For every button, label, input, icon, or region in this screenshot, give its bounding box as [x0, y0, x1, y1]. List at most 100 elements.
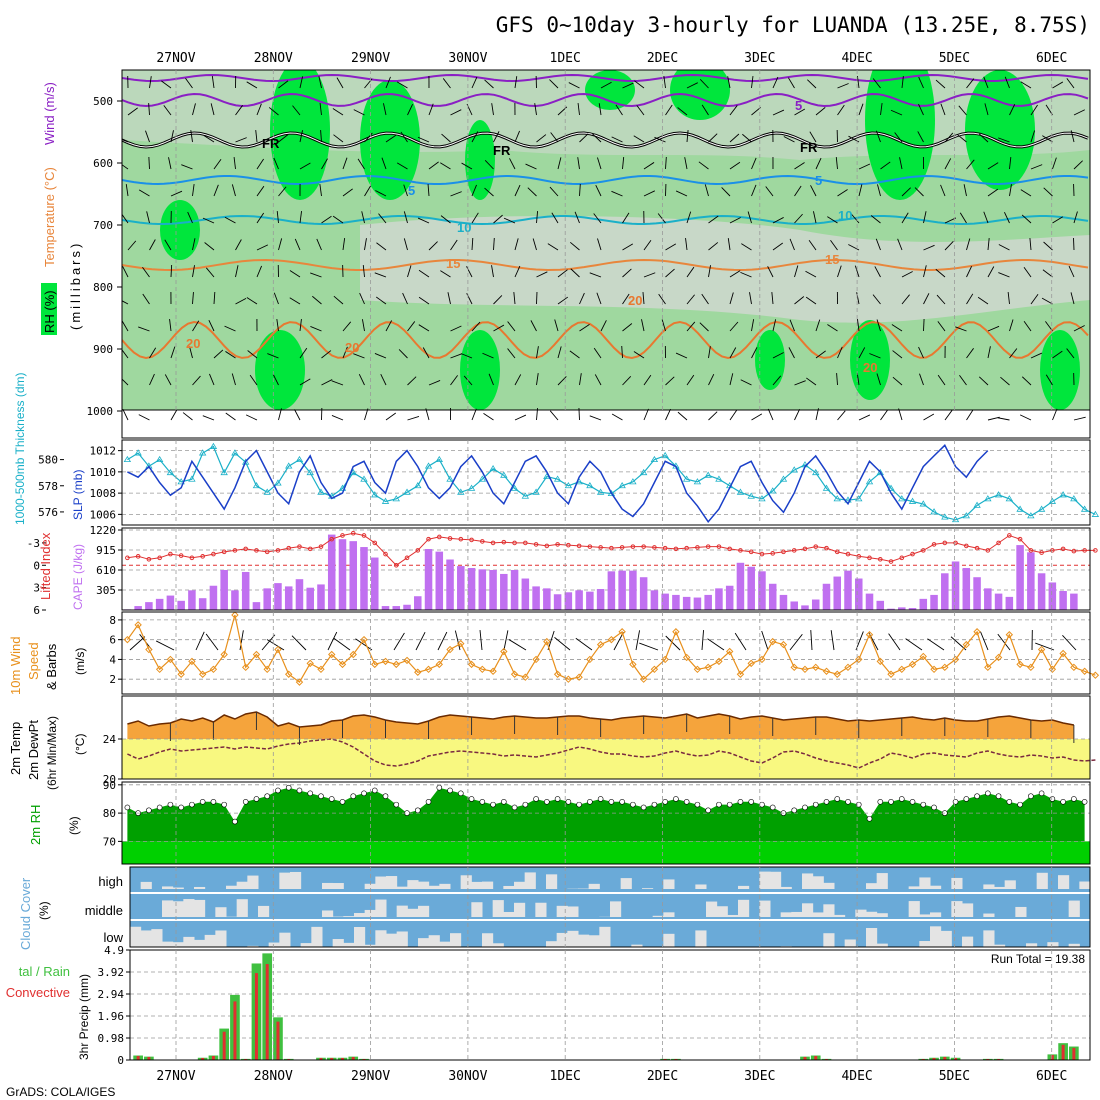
- wind-barb: [1052, 408, 1058, 421]
- wind-barb: [593, 213, 602, 224]
- cloud-gap: [162, 900, 174, 917]
- wind-barb: [245, 414, 258, 421]
- cloud-gap: [876, 873, 888, 889]
- wind-barb: [729, 133, 740, 143]
- cape-bar: [1070, 593, 1078, 610]
- precip-panel: 0 0.98 1.96 2.94 3.92 4.9 tal / Rain Convecti…: [6, 944, 1091, 1067]
- cloud-gap: [375, 930, 387, 947]
- wind-barb: [299, 378, 311, 386]
- wind-barb: [161, 80, 172, 89]
- wind-barb: [509, 158, 516, 170]
- li-point: [1071, 548, 1077, 554]
- contour-line: [122, 174, 1089, 186]
- wind-barb: [256, 103, 262, 116]
- wind-speed-point: [930, 665, 938, 674]
- wind-barb: [231, 184, 236, 197]
- wind-barb: [935, 268, 946, 278]
- cloud-gap: [1004, 880, 1016, 889]
- wind-speed-point: [467, 660, 476, 669]
- precip-conv-bar: [663, 1058, 667, 1060]
- wind-barb: [937, 321, 946, 332]
- wind-barb: [231, 373, 236, 386]
- cloud-gap: [940, 930, 952, 947]
- wind-barb: [149, 347, 157, 359]
- rh-point: [866, 815, 873, 822]
- date-label-top: 28NOV: [254, 51, 293, 66]
- wind-barb: [195, 631, 205, 651]
- wind-barb: [794, 162, 805, 170]
- wind-barb: [1030, 104, 1038, 116]
- cape-bar: [553, 594, 562, 610]
- wind-barb: [740, 379, 752, 386]
- credit: GrADS: COLA/IGES: [6, 1085, 115, 1099]
- cape-bar: [284, 586, 293, 610]
- thickness-point: [876, 468, 884, 476]
- wind-barb: [376, 242, 387, 251]
- wind-barb: [729, 270, 741, 278]
- wind-barb: [403, 238, 408, 251]
- cloud-gap: [919, 914, 931, 917]
- cape-bar: [833, 576, 842, 610]
- cape-bar: [596, 589, 605, 610]
- cloud-unit: (%): [37, 901, 51, 920]
- precip-conv-bar: [340, 1057, 344, 1060]
- wind-barb: [914, 187, 924, 197]
- thickness-point: [360, 475, 368, 482]
- precip-tick-label: 0.98: [98, 1032, 125, 1045]
- wind-barb: [122, 300, 129, 305]
- li-tick-label: -3: [27, 537, 40, 550]
- wind-barb: [856, 373, 860, 386]
- wind-barb: [213, 349, 224, 359]
- cloud-gap: [663, 879, 675, 889]
- wind-barb: [923, 293, 930, 305]
- wind-barb: [707, 638, 725, 651]
- wind-barb: [959, 375, 967, 386]
- li-point: [738, 548, 743, 553]
- li-point: [684, 545, 689, 551]
- wind-barb: [205, 267, 215, 278]
- wind-speed-point: [575, 673, 583, 681]
- wind-barb: [428, 161, 439, 170]
- wind-barb: [440, 270, 451, 278]
- wind-barb: [987, 325, 1000, 332]
- li-point: [340, 533, 345, 538]
- wind-barb: [332, 108, 344, 116]
- rh-point: [350, 793, 357, 799]
- wind-barb: [727, 238, 731, 251]
- wind-barb: [751, 413, 763, 421]
- wind-barb: [767, 266, 774, 278]
- thickness-point: [833, 495, 841, 502]
- wind-barb: [278, 238, 283, 251]
- wind-barb: [536, 346, 539, 359]
- wind-barb: [978, 376, 989, 386]
- li-point: [1007, 533, 1012, 538]
- li-point: [383, 551, 388, 557]
- rh-tick-label: 70: [103, 835, 116, 848]
- cape-bar: [779, 594, 788, 610]
- li-point: [211, 551, 216, 557]
- rh-point: [769, 804, 776, 811]
- cloud-gap: [866, 883, 878, 889]
- wind-barb: [514, 76, 518, 89]
- cloud-gap: [1036, 872, 1048, 889]
- cape-bar: [736, 562, 745, 610]
- thickness-point: [769, 487, 777, 494]
- thickness-point: [984, 495, 992, 502]
- cloud-gap: [855, 909, 867, 917]
- cloud-gap: [172, 942, 184, 947]
- rh-point: [726, 801, 733, 808]
- wind-barb: [704, 184, 709, 197]
- cape-bar: [370, 557, 379, 610]
- wind-barb: [353, 353, 365, 359]
- cloud-gap: [802, 903, 814, 917]
- cloud-gap: [514, 902, 526, 917]
- wind-barb: [557, 296, 569, 305]
- precip-conv-bar: [147, 1056, 151, 1060]
- thickness-point: [994, 491, 1003, 498]
- wind-barb: [665, 104, 673, 116]
- wind-barb: [658, 293, 666, 305]
- wind-barb: [729, 292, 734, 305]
- wind-barb: [466, 266, 473, 278]
- thickness-point: [1070, 495, 1078, 502]
- cloud-gap: [268, 942, 280, 947]
